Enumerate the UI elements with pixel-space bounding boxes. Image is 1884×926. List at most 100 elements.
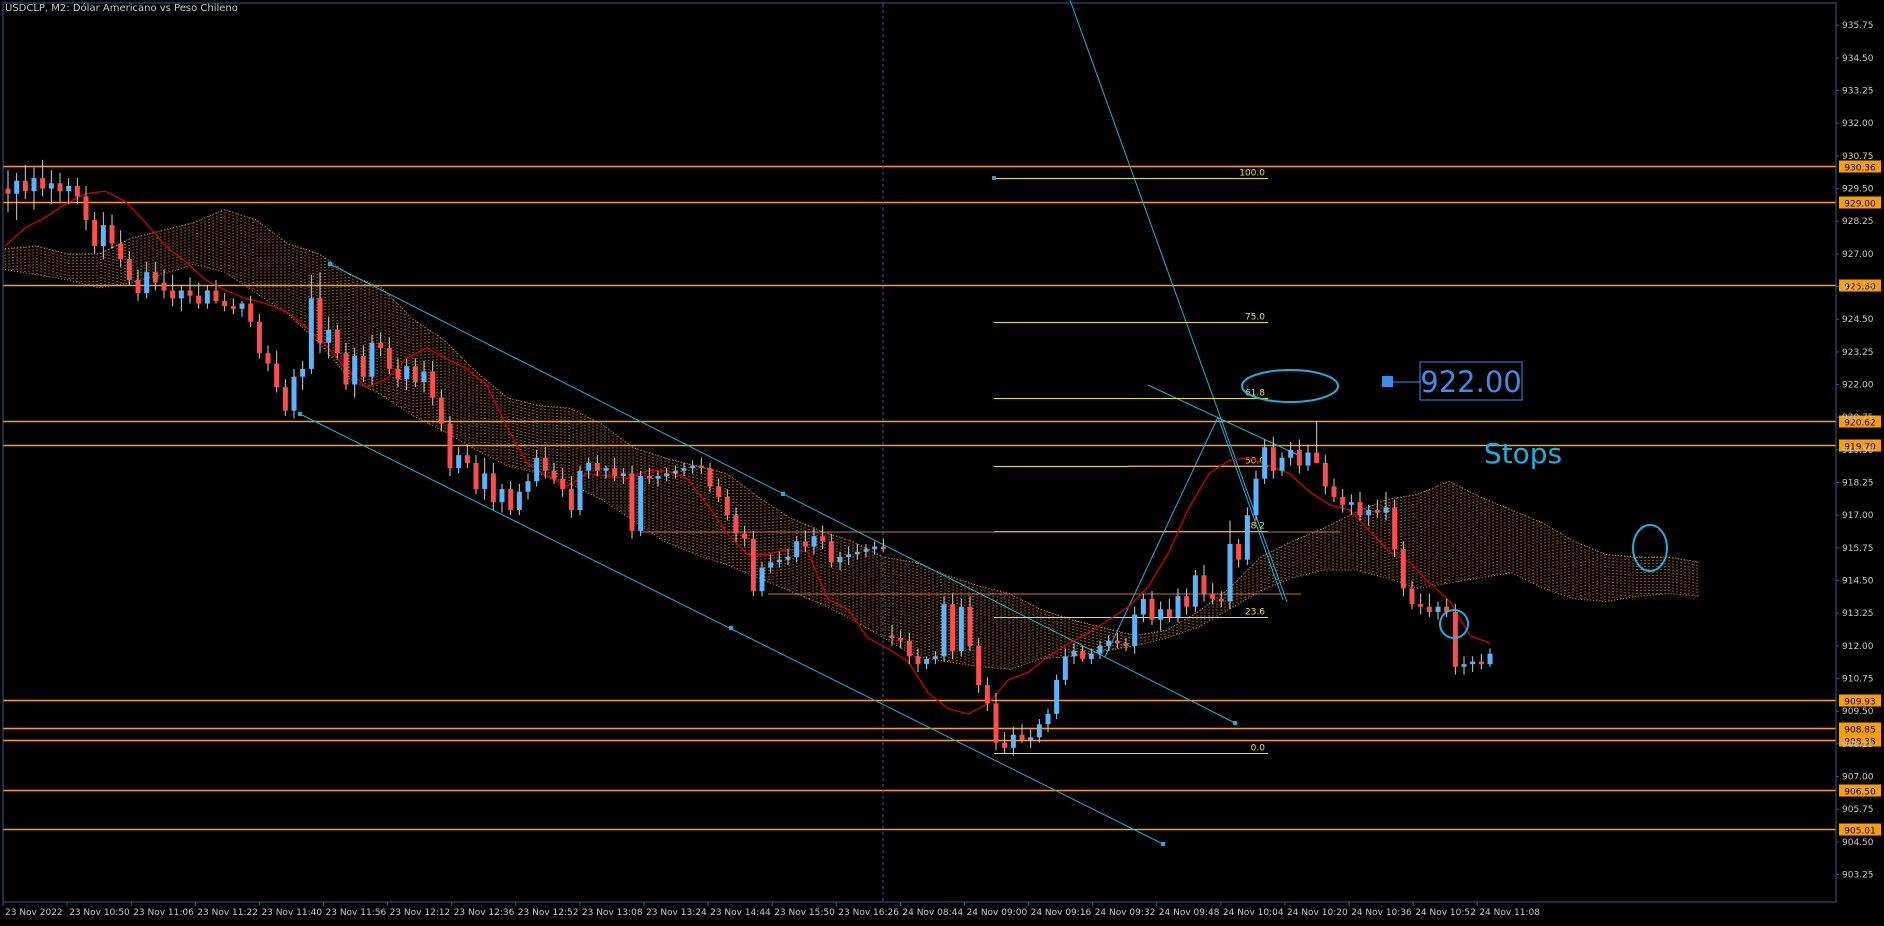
candle-body xyxy=(1392,507,1398,550)
candle-body xyxy=(542,457,548,471)
candle-body xyxy=(707,468,713,487)
candle-body xyxy=(638,476,644,531)
y-tick-label: 908.25 xyxy=(1842,740,1874,750)
candle-body xyxy=(430,371,436,398)
level-price-tag xyxy=(1839,415,1881,428)
candle-body xyxy=(508,489,514,510)
candle-body xyxy=(1374,509,1380,513)
candle-body xyxy=(525,481,531,492)
candle-body xyxy=(256,321,262,354)
candle-body xyxy=(74,185,80,197)
candle-body xyxy=(204,290,210,304)
level-price-label: 908.85 xyxy=(1844,726,1876,736)
fib-level-label: 100.0 xyxy=(1239,169,1265,179)
level-price-label: 920.62 xyxy=(1844,419,1876,429)
candle-body xyxy=(872,546,878,550)
candle-body xyxy=(889,635,895,639)
candle-body xyxy=(534,457,540,482)
y-tick-label: 903.25 xyxy=(1842,871,1874,881)
candle-body xyxy=(412,366,418,382)
candle-body xyxy=(274,363,280,388)
candle-body xyxy=(785,557,791,560)
fib-level-label: 61.8 xyxy=(1245,389,1265,399)
y-tick-label: 935.75 xyxy=(1842,21,1874,31)
candle-body xyxy=(612,468,618,477)
candle-body xyxy=(343,353,349,385)
candle-body xyxy=(395,368,401,380)
candle-body xyxy=(1192,575,1198,607)
candle-body xyxy=(733,515,739,534)
candle-body xyxy=(135,280,141,294)
candle-body xyxy=(646,476,652,479)
candle-body xyxy=(213,290,219,301)
big-price-label: 922.00 xyxy=(1420,365,1521,399)
candle-body xyxy=(1444,606,1450,612)
candle-body xyxy=(66,185,72,192)
candle-body xyxy=(360,355,366,377)
fib-level-label: 50.0 xyxy=(1245,457,1265,467)
candle-body xyxy=(629,473,635,531)
candle-body xyxy=(1054,679,1060,714)
candle-body xyxy=(1071,651,1077,657)
candle-body xyxy=(802,541,808,547)
x-tick-label: 23 Nov 13:24 xyxy=(646,908,707,918)
candle-body xyxy=(291,376,297,411)
big-price-box xyxy=(1419,361,1523,401)
fib-level-label: 38.2 xyxy=(1245,522,1265,532)
candle-body xyxy=(1383,507,1389,513)
level-price-label: 909.93 xyxy=(1844,698,1876,708)
candle-body xyxy=(655,476,661,479)
x-tick-label: 24 Nov 09:48 xyxy=(1159,908,1220,918)
candle-body xyxy=(577,470,583,510)
candle-body xyxy=(846,554,852,558)
x-tick-label: 24 Nov 09:32 xyxy=(1095,908,1156,918)
candle-body xyxy=(551,470,557,479)
candle-body xyxy=(1175,596,1181,618)
candle-body xyxy=(317,298,323,343)
candle-body xyxy=(976,645,982,686)
candle-body xyxy=(1210,593,1216,599)
candle-body xyxy=(144,272,150,294)
candle-body xyxy=(152,272,158,283)
candle-body xyxy=(586,462,592,471)
candle-body xyxy=(438,397,444,424)
candle-body xyxy=(308,298,314,369)
candle-body xyxy=(404,366,410,380)
x-tick-label: 23 Nov 11:06 xyxy=(133,908,194,918)
candle-body xyxy=(22,180,28,192)
candle-body xyxy=(1461,664,1467,667)
candle-body xyxy=(5,188,11,194)
candle-body xyxy=(1262,447,1268,479)
level-price-label: 929.00 xyxy=(1844,200,1876,210)
candle-body xyxy=(170,290,176,299)
candle-body xyxy=(1002,742,1008,748)
candle-body xyxy=(560,478,566,490)
candle-body xyxy=(1184,596,1190,607)
level-price-tag xyxy=(1839,722,1881,735)
x-tick-label: 23 Nov 11:40 xyxy=(261,908,322,918)
candle-body xyxy=(482,473,488,490)
candle-body xyxy=(672,470,678,474)
fib-level-label: 0.0 xyxy=(1251,744,1266,754)
cloud-area xyxy=(5,209,1700,670)
candle-body xyxy=(1296,449,1302,466)
y-tick-label: 934.50 xyxy=(1842,54,1874,64)
candle-body xyxy=(1149,598,1155,620)
candle-body xyxy=(1270,447,1276,471)
candle-body xyxy=(265,353,271,364)
candle-body xyxy=(1218,598,1224,602)
y-tick-label: 905.75 xyxy=(1842,805,1874,815)
level-price-tag xyxy=(1839,694,1881,707)
y-tick-label: 923.25 xyxy=(1842,348,1874,358)
candle-body xyxy=(1452,611,1458,667)
candle-body xyxy=(690,465,696,469)
candle-body xyxy=(1331,486,1337,497)
fib-anchor xyxy=(992,176,996,180)
candle-body xyxy=(1435,606,1441,612)
x-tick-label: 24 Nov 08:44 xyxy=(902,908,963,918)
x-tick-label: 23 Nov 11:56 xyxy=(326,908,387,918)
target-ellipse xyxy=(1241,369,1339,403)
candle-body xyxy=(681,468,687,471)
